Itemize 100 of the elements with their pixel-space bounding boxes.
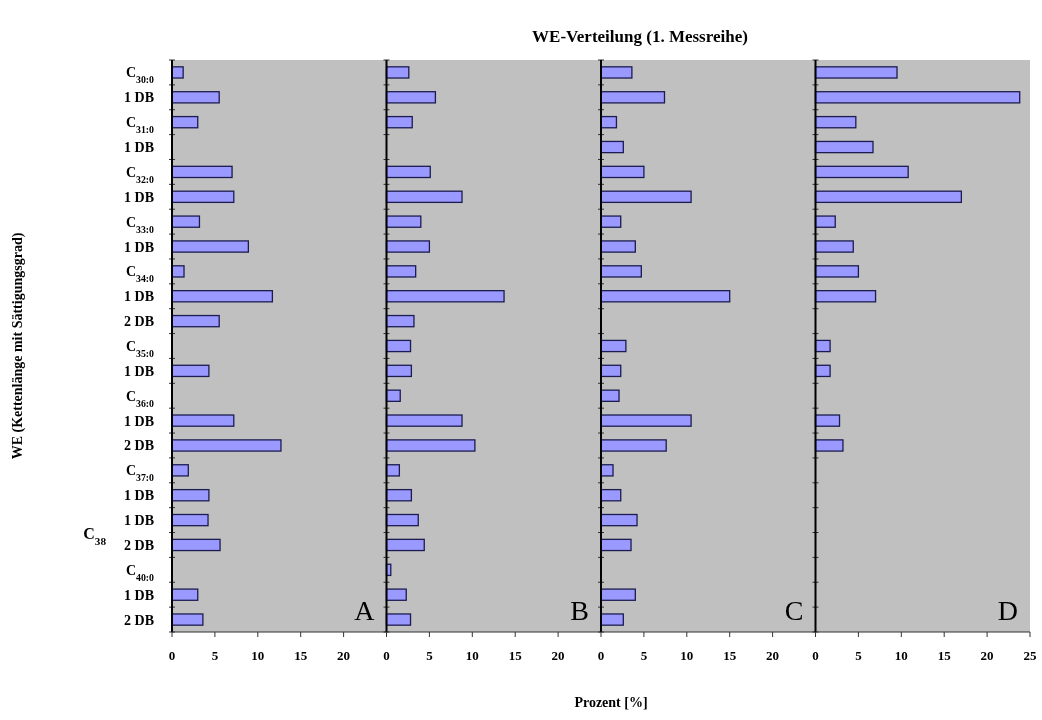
bar bbox=[814, 140, 874, 154]
bar bbox=[171, 613, 204, 626]
bar bbox=[385, 439, 476, 452]
bar bbox=[814, 414, 841, 427]
bar bbox=[600, 464, 614, 477]
bar bbox=[814, 240, 854, 253]
bar bbox=[600, 91, 666, 104]
y-tick-label: 1 DB bbox=[124, 289, 154, 305]
y-tick-label: 2 DB bbox=[124, 438, 154, 454]
bar bbox=[385, 314, 415, 328]
bar bbox=[385, 414, 463, 427]
y-tick-label: C$_{32:0}$ bbox=[125, 164, 155, 185]
bar bbox=[600, 339, 627, 353]
bar bbox=[814, 165, 909, 179]
bar bbox=[385, 91, 437, 104]
bar bbox=[385, 588, 407, 601]
y-tick-label: 1 DB bbox=[124, 239, 154, 255]
annotation: C bbox=[784, 595, 804, 626]
bar bbox=[171, 464, 189, 477]
bar bbox=[600, 389, 620, 402]
bar bbox=[171, 439, 282, 452]
x-tick-label: 20 bbox=[766, 648, 780, 663]
bar bbox=[600, 513, 638, 527]
x-tick-label: 0 bbox=[812, 648, 819, 663]
x-tick-label: 20 bbox=[337, 648, 351, 663]
bar bbox=[171, 215, 201, 228]
y-tick-label: C$_{40:0}$ bbox=[125, 562, 155, 583]
bar bbox=[171, 588, 199, 601]
bar bbox=[385, 513, 419, 527]
bar bbox=[814, 66, 898, 79]
x-tick-label: 10 bbox=[894, 648, 908, 663]
bar bbox=[600, 588, 636, 601]
bar bbox=[814, 215, 836, 228]
bar bbox=[385, 66, 410, 79]
y-tick-label: C$_{30:0}$ bbox=[125, 65, 155, 85]
bar bbox=[385, 215, 422, 228]
x-tick-label: 10 bbox=[251, 648, 265, 663]
bar bbox=[171, 513, 209, 527]
bar bbox=[600, 538, 632, 552]
x-tick-label: 15 bbox=[294, 648, 308, 663]
bar bbox=[600, 290, 731, 303]
x-tick-label: 5 bbox=[855, 648, 863, 663]
bar bbox=[600, 414, 692, 427]
x-tick-label: 0 bbox=[597, 648, 605, 663]
y-tick-label: C$_{35:0}$ bbox=[125, 339, 155, 359]
y-tick-label: 1 DB bbox=[124, 513, 154, 529]
y-tick-label: 1 DB bbox=[124, 587, 154, 603]
bar bbox=[385, 389, 401, 402]
x-tick-label: 15 bbox=[723, 648, 737, 663]
bar bbox=[814, 439, 844, 452]
bar bbox=[600, 439, 667, 452]
y-tick-label: 2 DB bbox=[124, 314, 154, 330]
bar bbox=[171, 488, 210, 502]
y-tick-label: C$_{31:0}$ bbox=[125, 115, 155, 135]
bar bbox=[171, 66, 184, 79]
annotation: A bbox=[354, 595, 376, 626]
x-tick-label: 0 bbox=[168, 648, 176, 663]
bar bbox=[814, 115, 857, 129]
bar bbox=[385, 613, 412, 626]
y-axis-title: WE (Kettenlänge mit Sättigungsgrad) bbox=[10, 232, 26, 460]
bar bbox=[600, 66, 633, 79]
x-tick-label: 5 bbox=[640, 648, 648, 663]
x-tick-label: 10 bbox=[680, 648, 694, 663]
x-tick-label: 0 bbox=[383, 648, 390, 663]
bar bbox=[171, 91, 220, 104]
x-tick-label: 20 bbox=[551, 648, 565, 663]
bar bbox=[385, 165, 431, 179]
bar bbox=[814, 91, 1021, 104]
y-tick-label: C$_{34:0}$ bbox=[125, 264, 155, 284]
bar bbox=[171, 364, 210, 378]
bar bbox=[171, 538, 221, 552]
x-tick-label: 5 bbox=[211, 648, 219, 663]
x-tick-label: 25 bbox=[1023, 648, 1037, 663]
bar bbox=[600, 190, 692, 204]
bar bbox=[385, 538, 425, 552]
text: C$_{38}$ bbox=[83, 524, 107, 547]
y-tick-label: 1 DB bbox=[124, 140, 154, 156]
bar bbox=[600, 613, 624, 626]
x-tick-label: 20 bbox=[980, 648, 994, 663]
x-tick-label: 15 bbox=[937, 648, 952, 663]
y-tick-label: 1 DB bbox=[124, 363, 154, 379]
bar bbox=[385, 290, 505, 303]
y-tick-label: C$_{33:0}$ bbox=[125, 214, 155, 235]
y-tick-label: 2 DB bbox=[124, 612, 154, 628]
x-tick-label: 15 bbox=[508, 648, 523, 663]
x-tick-label: 5 bbox=[426, 648, 434, 663]
bar bbox=[171, 190, 235, 204]
x-axis-title: Prozent [%] bbox=[574, 695, 648, 710]
bar bbox=[171, 265, 185, 278]
bar bbox=[814, 265, 860, 278]
y-tick-label: 1 DB bbox=[124, 189, 154, 205]
annotation: B bbox=[570, 595, 589, 626]
bar bbox=[385, 190, 463, 204]
bar bbox=[600, 240, 636, 253]
bar bbox=[814, 190, 963, 204]
bar bbox=[385, 265, 417, 278]
bar bbox=[600, 165, 645, 179]
y-tick-label: C$_{36:0}$ bbox=[125, 388, 155, 409]
bar bbox=[814, 290, 877, 303]
bar bbox=[171, 414, 235, 427]
